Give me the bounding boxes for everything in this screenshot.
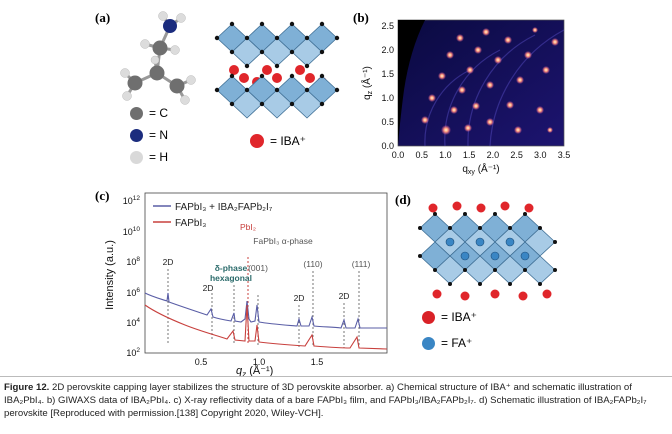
iba-swatch [422, 310, 435, 324]
atom-legend: = C = N = H [130, 102, 210, 168]
giwaxs-xtick: 1.5 [463, 150, 476, 160]
iba-swatch [250, 134, 264, 148]
annot-hexagonal: hexagonal [210, 273, 252, 283]
hydrogen-legend-text: = H [149, 150, 169, 164]
iba2fapb2i7-structure [418, 201, 557, 301]
panel-c-label: (c) [95, 188, 110, 203]
giwaxs-x-ticks: 0.0 0.5 1.0 1.5 2.0 2.5 3.0 3.5 [392, 150, 571, 160]
svg-text:1.5: 1.5 [311, 357, 324, 367]
diffraction-spots [421, 27, 559, 135]
giwaxs-ytick: 2.0 [381, 45, 394, 55]
caption-text: 2D perovskite capping layer stabilizes t… [4, 382, 647, 419]
giwaxs-ytick: 0.5 [381, 117, 394, 127]
octahedra-layer-bottom [214, 73, 340, 119]
annot-2d: 2D [203, 283, 214, 293]
xrr-ylabel: Intensity (a.u.) [104, 240, 116, 310]
panel-d-label: (d) [395, 192, 411, 207]
fa-swatch [422, 336, 435, 350]
xrr-plot-frame [144, 192, 388, 354]
giwaxs-plot-area [397, 19, 565, 147]
svg-text:108: 108 [126, 256, 140, 267]
xrr-curve-bare [144, 304, 388, 350]
giwaxs-xtick: 3.0 [534, 150, 547, 160]
fa-legend-text: = FA⁺ [441, 336, 473, 350]
svg-text:1012: 1012 [123, 195, 141, 206]
carbon-legend-text: = C [149, 106, 169, 120]
annot-2d: 2D [163, 257, 174, 267]
octahedra-layer-top [214, 21, 340, 69]
giwaxs-plot: 0.0 0.5 1.0 1.5 2.0 2.5 3.0 3.5 0.0 0.5 … [360, 19, 571, 176]
caption-lead: Figure 12. [4, 382, 50, 393]
iba-legend-text: = IBA⁺ [270, 134, 307, 148]
xrr-legend-bare: FAPbI₃ [175, 218, 206, 229]
svg-text:0.5: 0.5 [195, 357, 208, 367]
giwaxs-ytick: 1.0 [381, 93, 394, 103]
xrr-xlabel: qz (Å⁻¹) [236, 365, 274, 380]
annot-pbi2: PbI₂ [240, 222, 256, 232]
iba-legend: = IBA⁺ [250, 134, 306, 148]
caption-rule [0, 376, 672, 377]
nitrogen-legend-text: = N [149, 128, 169, 142]
xrr-x-ticks: 0.5 1.0 1.5 [195, 357, 324, 367]
figure-caption: Figure 12. 2D perovskite capping layer s… [4, 381, 668, 420]
annot-delta: δ-phase [215, 263, 248, 273]
giwaxs-xtick: 2.0 [487, 150, 500, 160]
nitrogen-swatch [130, 128, 143, 142]
giwaxs-y-ticks: 0.0 0.5 1.0 1.5 2.0 2.5 [381, 21, 394, 151]
panel-a-label: (a) [95, 10, 111, 25]
giwaxs-ylabel: qz (Å⁻¹) [360, 66, 374, 100]
svg-text:102: 102 [126, 347, 140, 358]
annot-2d: 2D [339, 291, 350, 301]
iba-molecule [120, 11, 196, 105]
giwaxs-ytick: 2.5 [381, 21, 394, 31]
xrr-plot: FAPbI₃ + IBA₂FAPb₂I₇ FAPbI₃ 2D 2D 2D 2D … [104, 192, 388, 367]
hydrogen-swatch [130, 150, 143, 164]
svg-text:1.0: 1.0 [253, 357, 266, 367]
giwaxs-xtick: 1.0 [439, 150, 452, 160]
annot-111: (111) [352, 259, 371, 269]
panel-d-legend: = IBA⁺ = FA⁺ [422, 306, 477, 354]
annot-110: (110) [303, 259, 322, 269]
iba-cation-layer [229, 65, 327, 87]
xrr-curve-hybrid [144, 292, 387, 329]
giwaxs-ytick: 0.0 [381, 141, 394, 151]
giwaxs-xtick: 0.5 [415, 150, 428, 160]
svg-text:1010: 1010 [123, 226, 141, 237]
xrr-y-ticks: 1012 1010 108 106 104 102 [123, 195, 141, 358]
svg-text:104: 104 [126, 317, 140, 328]
xrr-legend-hybrid: FAPbI₃ + IBA₂FAPb₂I₇ [175, 202, 273, 213]
svg-text:106: 106 [126, 287, 140, 298]
iba-legend-text: = IBA⁺ [441, 310, 478, 324]
giwaxs-xtick: 3.5 [558, 150, 571, 160]
iba2pbi4-structure [214, 21, 340, 119]
annot-2d: 2D [294, 293, 305, 303]
giwaxs-xtick: 2.5 [510, 150, 523, 160]
annot-001: (001) [248, 263, 268, 273]
carbon-swatch [130, 106, 143, 120]
annot-alpha: FaPbI₃ α-phase [253, 236, 313, 246]
giwaxs-xlabel: qxy (Å⁻¹) [462, 162, 499, 176]
giwaxs-ytick: 1.5 [381, 69, 394, 79]
panel-b-label: (b) [353, 10, 369, 25]
giwaxs-xtick: 0.0 [392, 150, 405, 160]
